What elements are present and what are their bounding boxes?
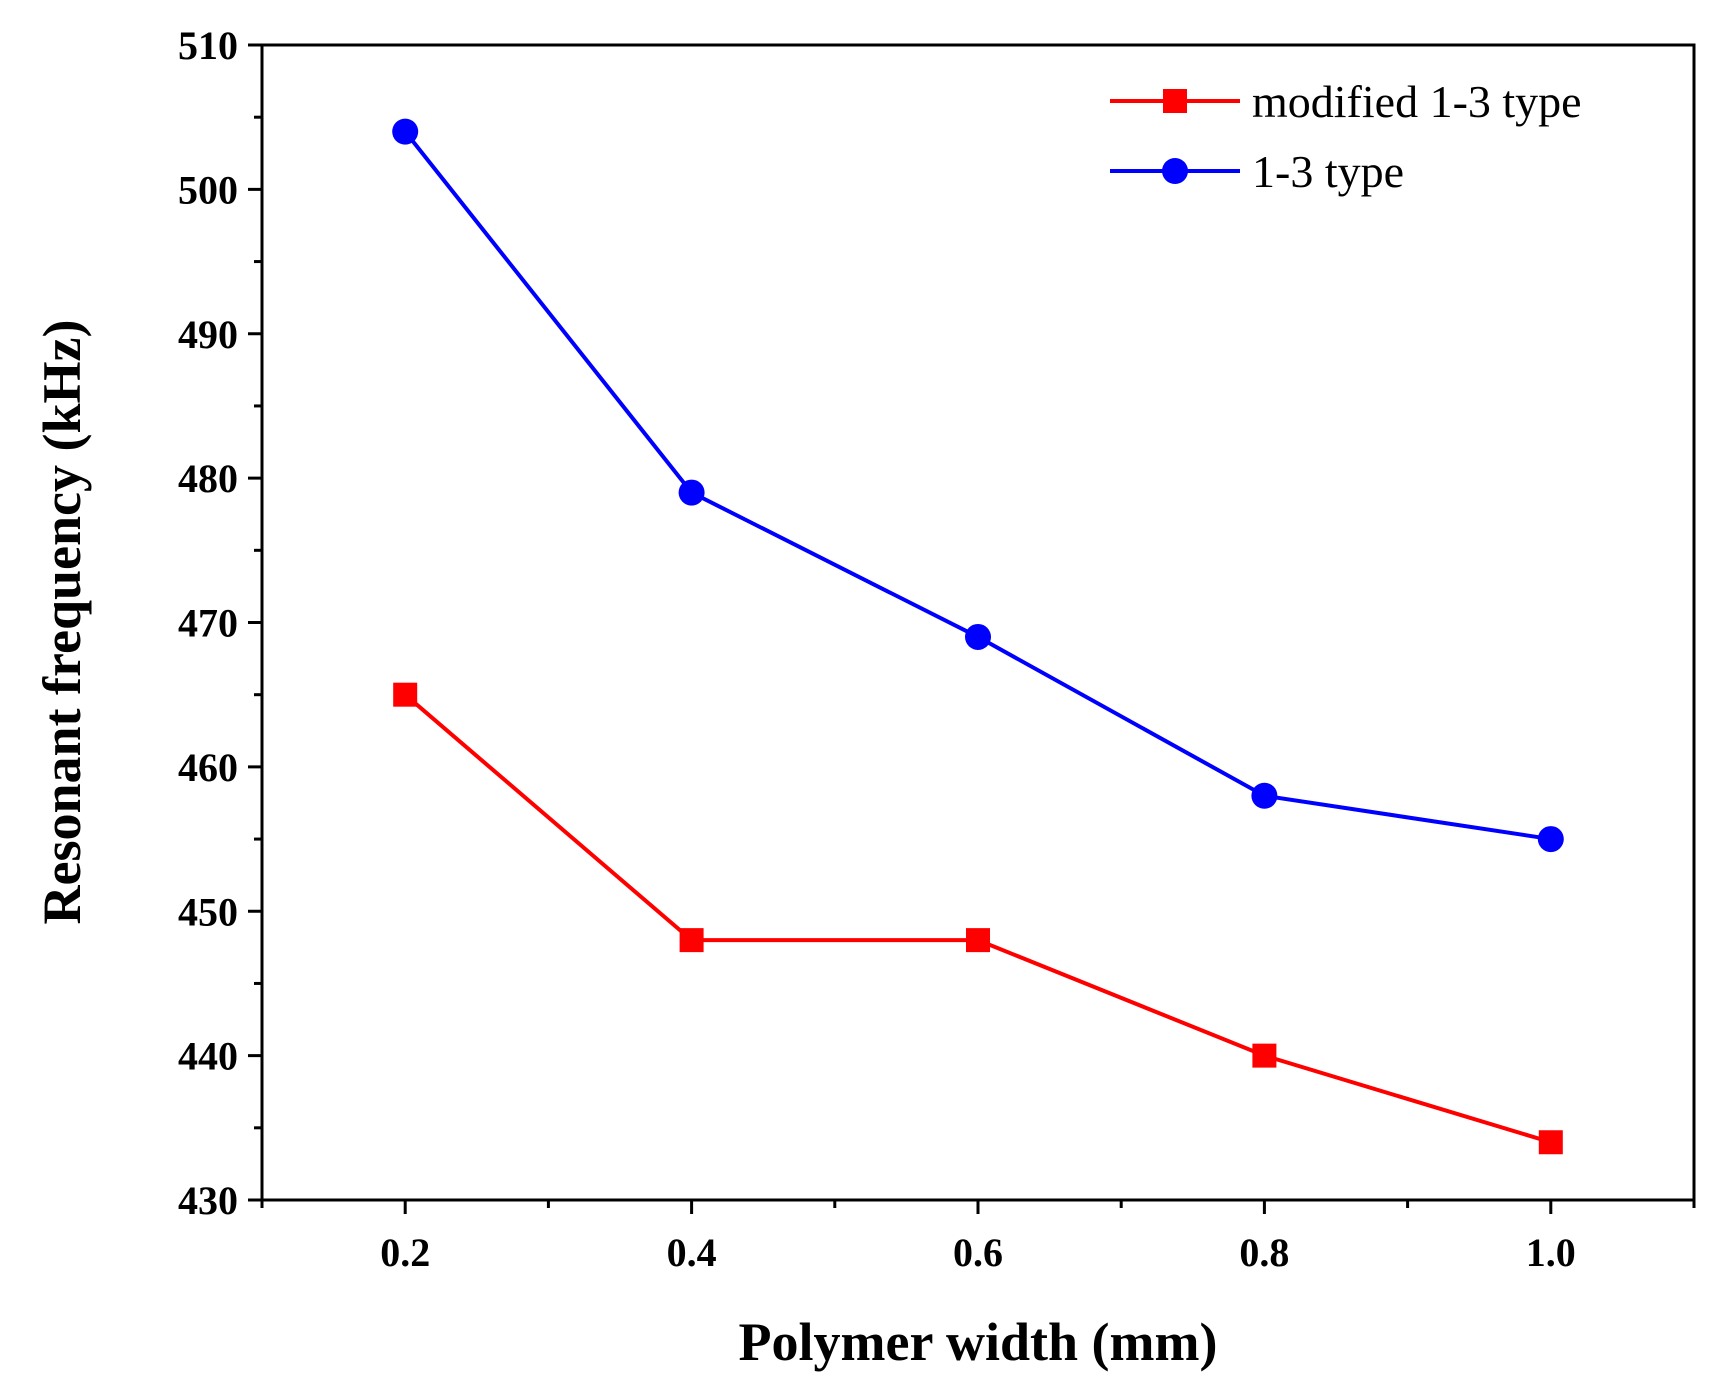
x-tick-label: 0.8 [1239,1230,1289,1275]
data-point-circle [392,118,419,145]
data-point-square [1252,1043,1277,1068]
legend-label-modified: modified 1-3 type [1252,76,1582,127]
data-point-square [966,928,990,953]
y-tick-label: 440 [178,1034,238,1079]
legend-label-13: 1-3 type [1252,146,1404,197]
x-tick-label: 0.6 [953,1230,1003,1275]
x-axis: 0.2 0.4 0.6 0.8 1.0 [260,1200,1696,1275]
x-axis-title: Polymer width (mm) [739,1312,1218,1372]
plot-frame [260,43,1696,1202]
y-tick-label: 480 [178,456,238,501]
y-tick-label: 450 [178,889,238,934]
data-point-square [393,682,418,707]
series-layer [392,118,1564,1155]
series-line-modified-1-3-type [403,693,1552,1145]
data-point-circle [678,479,705,506]
y-tick-label: 470 [178,601,238,646]
x-tick-label: 1.0 [1526,1230,1576,1275]
legend: modified 1-3 type 1-3 type [1110,76,1582,197]
data-point-circle [1537,826,1564,853]
series-line-1-3-type [403,130,1552,842]
legend-marker-square [1163,89,1187,113]
data-point-square [679,928,704,953]
y-axis: 430 440 450 460 470 480 490 500 510 [178,23,262,1223]
y-tick-label: 500 [178,167,238,212]
x-tick-label: 0.2 [380,1230,430,1275]
data-point-circle [1251,782,1278,809]
legend-marker-circle [1162,158,1188,184]
y-tick-label: 430 [178,1178,238,1223]
data-point-circle [965,623,991,650]
y-tick-label: 490 [178,312,238,357]
y-axis-title: Resonant frequency (kHz) [32,320,92,925]
data-point-square [1538,1130,1563,1155]
y-tick-label: 510 [178,23,238,68]
y-tick-label: 460 [178,745,238,790]
x-tick-label: 0.4 [667,1230,717,1275]
